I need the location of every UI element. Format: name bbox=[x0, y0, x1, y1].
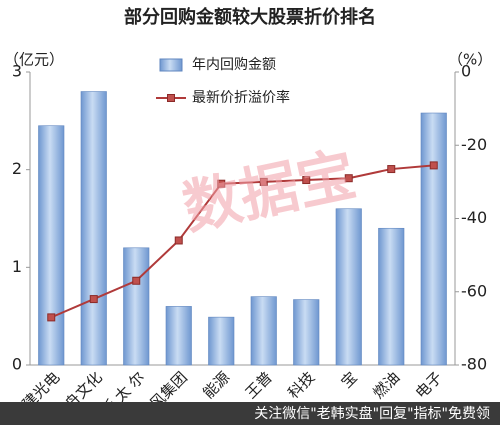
legend-swatch bbox=[159, 58, 183, 72]
bar bbox=[80, 91, 107, 366]
bar bbox=[208, 316, 235, 366]
y2-tick-label: -60 bbox=[461, 281, 487, 300]
bar bbox=[293, 299, 320, 366]
legend-label: 年内回购金额 bbox=[192, 57, 276, 73]
y-tick-label: 2 bbox=[12, 159, 22, 178]
line-marker bbox=[217, 179, 226, 188]
chart-title: 部分回购金额较大股票折价排名 bbox=[124, 6, 376, 28]
watermark: 数据宝 bbox=[177, 140, 361, 243]
line bbox=[50, 164, 434, 319]
line-marker bbox=[89, 295, 98, 304]
y-axis-label: （亿元） bbox=[4, 51, 64, 69]
y-tick-label: 1 bbox=[12, 257, 22, 276]
line-marker bbox=[174, 236, 183, 245]
line-marker bbox=[344, 174, 353, 183]
bar bbox=[250, 296, 277, 366]
x-tick-label: 电子 bbox=[412, 368, 446, 402]
bar bbox=[38, 125, 65, 366]
bar bbox=[335, 208, 362, 366]
bar bbox=[123, 247, 150, 366]
x-tick-label: 能源 bbox=[199, 368, 233, 402]
line-marker bbox=[387, 165, 396, 174]
line-marker bbox=[302, 176, 311, 185]
line-marker bbox=[132, 276, 141, 285]
bar bbox=[378, 227, 405, 366]
line-marker bbox=[259, 177, 268, 186]
legend-swatch bbox=[167, 94, 175, 102]
x-tick-label: 燃油 bbox=[369, 368, 403, 402]
y-tick-label: 3 bbox=[12, 62, 22, 81]
footer-bar bbox=[0, 402, 500, 425]
legend-label: 最新价折溢价率 bbox=[192, 89, 290, 106]
bar bbox=[165, 306, 192, 366]
y2-axis-label: （%） bbox=[448, 51, 492, 69]
y2-tick-label: -80 bbox=[461, 355, 487, 374]
line-marker bbox=[429, 161, 438, 170]
footer: 关注微信"老韩实盘"回复"指标"免费领 bbox=[254, 405, 490, 422]
bar bbox=[420, 112, 447, 366]
y-tick-label: 0 bbox=[12, 355, 22, 374]
x-tick-label: 王普 bbox=[242, 368, 276, 402]
y2-tick-label: -40 bbox=[461, 208, 487, 227]
y2-tick-label: 0 bbox=[461, 62, 471, 81]
x-tick-label: 宝 bbox=[337, 368, 360, 391]
y2-tick-label: -20 bbox=[461, 135, 487, 154]
x-tick-label: 科技 bbox=[284, 368, 318, 402]
line-marker bbox=[47, 313, 56, 322]
